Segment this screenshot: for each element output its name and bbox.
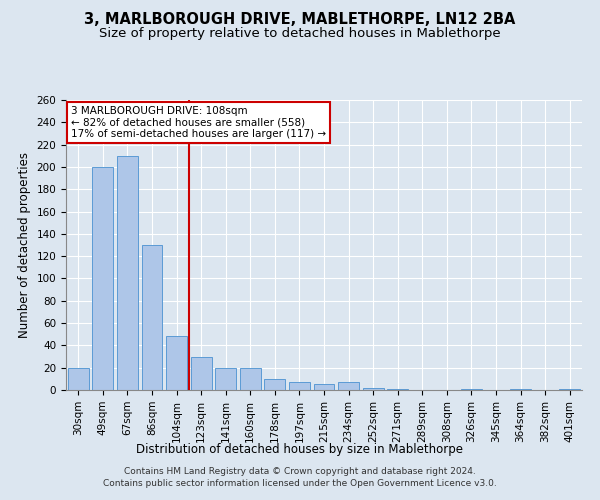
Bar	[387, 389, 408, 390]
Bar	[240, 368, 261, 390]
Text: 3 MARLBOROUGH DRIVE: 108sqm
← 82% of detached houses are smaller (558)
17% of se: 3 MARLBOROUGH DRIVE: 108sqm ← 82% of det…	[71, 106, 326, 139]
Text: Contains HM Land Registry data © Crown copyright and database right 2024.: Contains HM Land Registry data © Crown c…	[124, 468, 476, 476]
Bar	[289, 382, 310, 390]
Text: 3, MARLBOROUGH DRIVE, MABLETHORPE, LN12 2BA: 3, MARLBOROUGH DRIVE, MABLETHORPE, LN12 …	[85, 12, 515, 28]
Bar	[166, 336, 187, 390]
Y-axis label: Number of detached properties: Number of detached properties	[18, 152, 31, 338]
Bar	[338, 382, 359, 390]
Bar	[510, 389, 531, 390]
Bar	[191, 356, 212, 390]
Bar	[215, 368, 236, 390]
Bar	[461, 389, 482, 390]
Bar	[117, 156, 138, 390]
Bar	[142, 245, 163, 390]
Text: Distribution of detached houses by size in Mablethorpe: Distribution of detached houses by size …	[137, 442, 464, 456]
Bar	[314, 384, 334, 390]
Text: Size of property relative to detached houses in Mablethorpe: Size of property relative to detached ho…	[99, 28, 501, 40]
Bar	[92, 167, 113, 390]
Text: Contains public sector information licensed under the Open Government Licence v3: Contains public sector information licen…	[103, 478, 497, 488]
Bar	[559, 389, 580, 390]
Bar	[68, 368, 89, 390]
Bar	[265, 379, 286, 390]
Bar	[362, 388, 383, 390]
